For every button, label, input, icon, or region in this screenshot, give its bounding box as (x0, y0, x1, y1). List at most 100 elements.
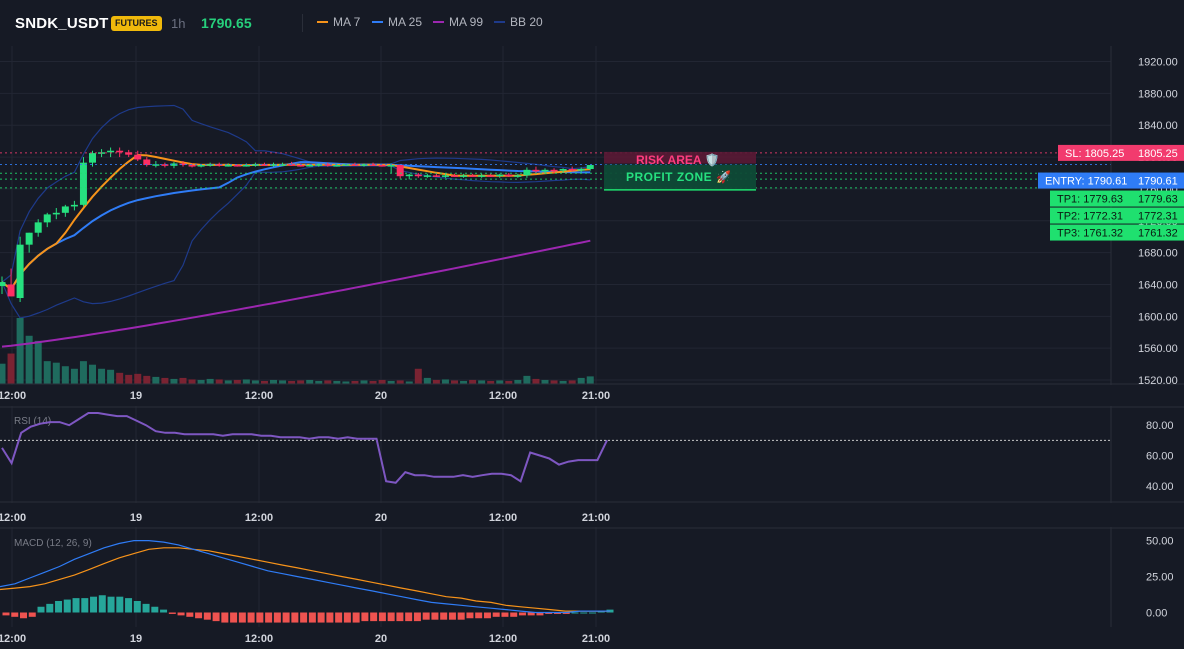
macd-histogram-bar (405, 612, 413, 622)
legend-ma25[interactable]: MA 25 (372, 15, 422, 29)
candle-body (568, 169, 576, 171)
macd-histogram-bar (160, 609, 168, 613)
volume-bar (451, 380, 458, 384)
candle-body (179, 163, 187, 166)
volume-bar (360, 380, 368, 384)
macd-histogram-bar (440, 612, 448, 620)
macd-histogram-bar (116, 596, 124, 613)
macd-label: MACD (12, 26, 9) (14, 538, 92, 549)
candle-body (70, 204, 78, 207)
macd-histogram-bar (457, 612, 465, 620)
volume-bar (496, 380, 504, 384)
candle-body (360, 164, 368, 166)
macd-histogram-bar (448, 612, 456, 620)
chart-background (0, 46, 1184, 649)
time-tick-label: 20 (375, 633, 387, 645)
candle-body (586, 165, 594, 170)
volume-bar (170, 378, 178, 384)
time-tick-label: 12:00 (489, 390, 517, 402)
time-tick-label: 21:00 (582, 512, 610, 524)
candle-body (315, 164, 323, 166)
legend-ma7-label: MA 7 (333, 15, 361, 29)
macd-line (0, 540, 610, 614)
macd-histogram-bar (256, 612, 264, 623)
volume-bar (324, 380, 332, 384)
candle-body (279, 164, 287, 166)
macd-histogram-bar (361, 612, 369, 622)
candle-body (505, 174, 513, 177)
candle-body (25, 232, 33, 245)
price-tick-label: 1640.00 (1138, 279, 1178, 291)
candle-body (414, 174, 422, 177)
macd-histogram-bar (125, 598, 133, 613)
volume-bar (179, 377, 187, 384)
macd-histogram-bar (527, 612, 535, 616)
bb-lower (1, 165, 591, 319)
trading-chart[interactable]: RISK AREA 🛡️ PROFIT ZONE 🚀 12:00 19 12:00 20… (0, 46, 1184, 649)
volume-bar (215, 379, 223, 384)
symbol-name[interactable]: SNDK_USDT (15, 15, 109, 32)
macd-histogram-bar (597, 611, 605, 613)
candle-body (478, 175, 486, 177)
candle-body (79, 162, 87, 205)
volume-bar (61, 366, 69, 384)
volume-bar (469, 379, 477, 384)
time-tick-label: 12:00 (245, 512, 273, 524)
candle-body (378, 165, 386, 167)
macd-histogram-bar (98, 595, 106, 613)
volume-bar (541, 379, 549, 384)
macd-histogram-bar (291, 612, 299, 623)
macd-histogram-bar (588, 612, 596, 614)
sl-tag-price: 1805.25 (1138, 148, 1178, 160)
candle-body (541, 169, 549, 172)
legend-ma99[interactable]: MA 99 (433, 15, 483, 29)
volume-bar (514, 379, 522, 384)
legend-bb20[interactable]: BB 20 (494, 15, 543, 29)
candle-body (34, 222, 42, 233)
candle-body (143, 159, 151, 166)
candle-body (306, 165, 314, 167)
time-tick-label: 12:00 (489, 512, 517, 524)
volume-bar (98, 368, 106, 384)
candle-body (441, 175, 449, 177)
rsi-tick-label: 60.00 (1146, 451, 1174, 463)
tp2-tag (1050, 207, 1184, 224)
candle-body (107, 150, 115, 153)
legend-ma7[interactable]: MA 7 (317, 15, 360, 29)
price-tick-label: 1600.00 (1138, 311, 1178, 323)
candle-body (550, 169, 558, 172)
macd-tick-label: 25.00 (1146, 572, 1174, 584)
time-tick-label: 21:00 (582, 390, 610, 402)
volume-bar (0, 363, 6, 384)
macd-histogram-bar (335, 612, 343, 623)
legend-ma99-label: MA 99 (449, 15, 484, 29)
axes: 1920.001880.001840.001800.001760.001720.… (1038, 57, 1184, 387)
candle-body (496, 174, 504, 177)
header-divider (302, 14, 303, 32)
risk-area-box (604, 151, 756, 164)
volume-bar (478, 380, 486, 384)
macd-histogram-bar (562, 612, 570, 614)
volume-bar (79, 361, 87, 384)
tp2-tag-label: TP2: 1772.31 (1057, 211, 1123, 223)
macd-histogram-bar (37, 606, 45, 613)
candle-body (432, 175, 440, 177)
macd-histogram-bar (308, 612, 316, 623)
time-tick-label: 19 (130, 512, 142, 524)
candle-body (260, 164, 268, 166)
macd-histogram-bar (273, 612, 281, 623)
volume-bar (568, 380, 576, 384)
macd-histogram-bar (580, 612, 588, 614)
interval-selector[interactable]: 1h (171, 16, 186, 31)
macd-histogram-bar (466, 612, 474, 619)
volume-bar (107, 369, 115, 384)
candle-body (487, 175, 495, 177)
candle-body (351, 164, 359, 166)
price-tick-label: 1680.00 (1138, 248, 1178, 260)
candlesticks[interactable] (0, 147, 594, 302)
macd-histogram-bar (501, 612, 509, 617)
candle-body (387, 165, 395, 167)
time-tick-label: 20 (375, 390, 387, 402)
time-tick-label: 19 (130, 390, 142, 402)
rsi-pane: RSI (14) 80.00 60.00 40.00 (0, 412, 1174, 493)
